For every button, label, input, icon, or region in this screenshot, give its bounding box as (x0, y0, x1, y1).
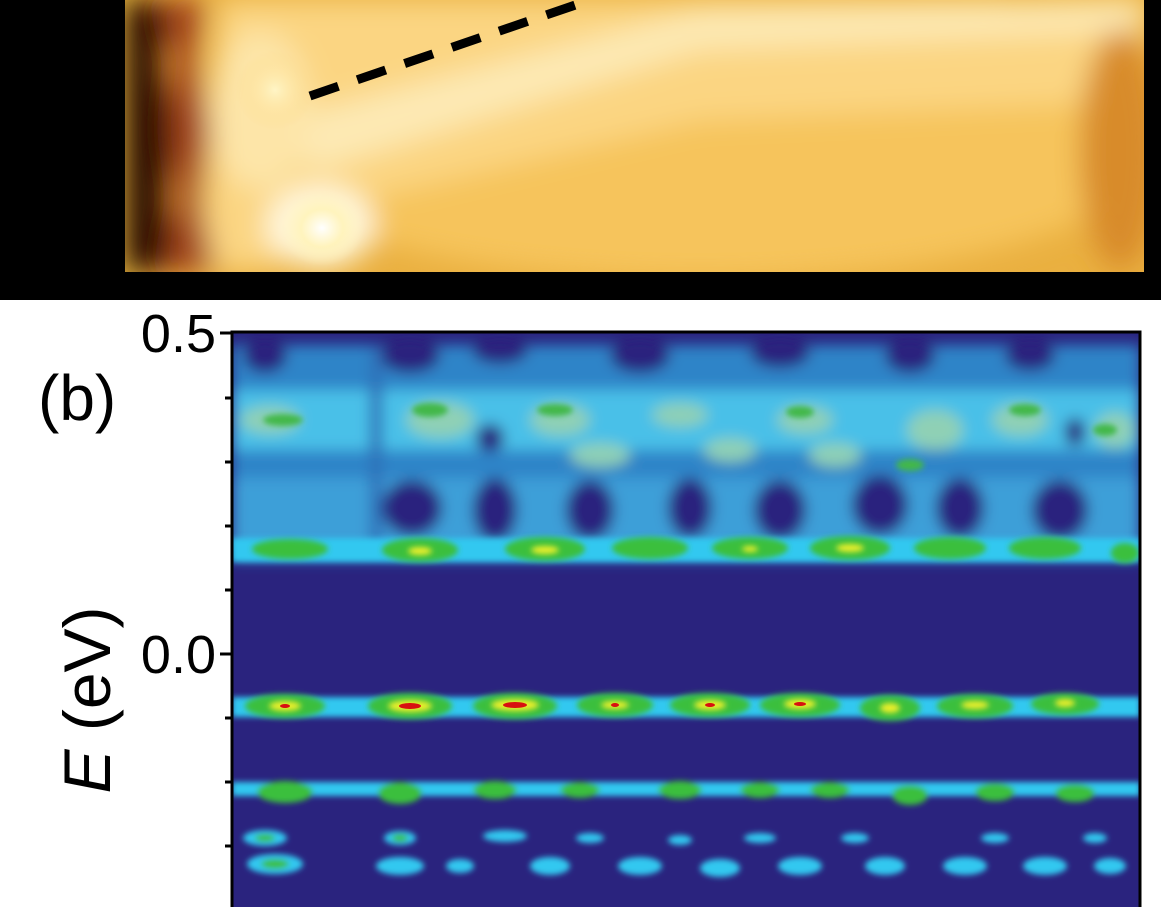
band-minus-0.23eV (232, 781, 1140, 805)
y-axis-ticks (220, 331, 232, 848)
upper-green-spots (263, 403, 1117, 471)
upper-band-region (232, 336, 1140, 560)
plot-frame (230, 330, 1142, 907)
y-axis-label-var: E (50, 749, 124, 794)
y-axis-label: E (eV) (50, 606, 124, 793)
panel-a (0, 0, 1161, 300)
heatmap (232, 332, 1140, 907)
stm-topography-image (125, 0, 1144, 272)
y-axis-label-unit: (eV) (50, 606, 124, 749)
panel-b-label: (b) (38, 362, 116, 434)
band-minus-0.31eV (243, 830, 1107, 846)
band-0.16eV (232, 536, 1140, 563)
band-minus-0.08eV (232, 693, 1140, 721)
panel-b: 0.5 0.0 (b) E (eV) (38, 304, 1142, 907)
y-tick-label-0.0: 0.0 (141, 625, 216, 685)
band-minus-0.35eV (247, 854, 1126, 877)
y-tick-label-0.5: 0.5 (141, 304, 216, 364)
